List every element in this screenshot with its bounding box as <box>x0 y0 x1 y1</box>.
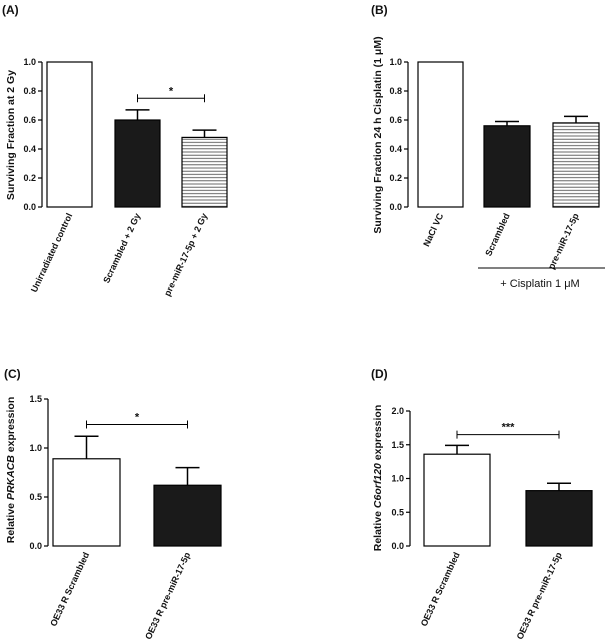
x-tick-label: OE33 R pre-miR-17-5p <box>143 550 192 641</box>
x-tick-label: OE33 R Scrambled <box>48 551 91 628</box>
bar <box>423 453 491 547</box>
y-tick-label: 0.8 <box>389 86 402 96</box>
y-tick-label: 0.4 <box>23 144 36 154</box>
y-tick-label: 0.6 <box>389 115 402 125</box>
x-tick-label: pre-miR-17-5p <box>546 211 581 271</box>
y-axis-title-part: Relative <box>5 500 17 543</box>
y-axis-title-part: expression <box>372 405 384 463</box>
y-axis-title-italic: PRKACB <box>5 455 17 500</box>
y-tick-label: 0.2 <box>23 173 36 183</box>
y-tick-label: 0.0 <box>23 202 36 212</box>
y-tick-label: 0.0 <box>391 541 404 551</box>
x-tick-label: NaCl VC <box>421 211 445 248</box>
bar <box>46 61 93 208</box>
y-axis-title-italic: C6orf120 <box>372 463 384 508</box>
bar <box>525 490 593 547</box>
significance-label: * <box>169 85 174 97</box>
y-tick-label: 1.5 <box>29 394 42 404</box>
y-tick-label: 1.0 <box>29 443 42 453</box>
significance-label: * <box>135 411 140 423</box>
y-tick-label: 1.0 <box>391 474 404 484</box>
y-tick-label: 0.0 <box>29 541 42 551</box>
x-tick-label: OE33 R Scrambled <box>419 551 462 628</box>
y-tick-label: 0.5 <box>391 507 404 517</box>
panel-label: (B) <box>371 3 388 17</box>
x-tick-label: Scrambled + 2 Gy <box>101 212 142 285</box>
y-axis-title: Relative PRKACB expression <box>5 397 17 544</box>
y-tick-label: 1.5 <box>391 440 404 450</box>
chart-panel-4: (D) Relative C6orf120 expression 0.0 0.5 1.0… <box>371 367 593 641</box>
y-tick-label: 0.4 <box>389 144 402 154</box>
bar <box>483 125 531 208</box>
y-tick-label: 0.2 <box>389 173 402 183</box>
y-axis-title: Surviving Fraction at 2 Gy <box>5 70 17 200</box>
y-tick-label: 2.0 <box>391 406 404 416</box>
x-tick-label: OE33 R pre-miR-17-5p <box>515 550 564 641</box>
y-tick-label: 0.6 <box>23 115 36 125</box>
chart-panel-3: (C) Relative PRKACB expression 0.0 0.5 1.0 1.… <box>4 367 222 641</box>
panel-label: (C) <box>4 367 21 381</box>
bar <box>52 458 121 547</box>
panel-label: (A) <box>2 3 19 17</box>
bar <box>181 136 228 208</box>
x-tick-label: Unirradiated control <box>29 212 74 294</box>
bar <box>153 484 222 547</box>
y-tick-label: 0.8 <box>23 86 36 96</box>
y-tick-label: 0.0 <box>389 202 402 212</box>
y-axis-title-part: Relative <box>372 508 384 551</box>
y-tick-label: 1.0 <box>23 57 36 67</box>
x-tick-label: Scrambled <box>483 212 512 258</box>
y-tick-label: 1.0 <box>389 57 402 67</box>
x-tick-label: pre-miR-17-5p + 2 Gy <box>162 212 209 298</box>
bar <box>114 119 161 208</box>
significance-label: *** <box>502 422 516 434</box>
y-axis-title: Relative C6orf120 expression <box>372 405 384 552</box>
y-tick-label: 0.5 <box>29 492 42 502</box>
panel-label: (D) <box>371 367 388 381</box>
bar <box>552 122 600 208</box>
chart-panel-1: (A) Surviving Fraction at 2 Gy 0.0 0.2 0.4 0.… <box>2 3 228 298</box>
y-axis-title-part: expression <box>5 397 17 455</box>
bar <box>417 61 464 208</box>
chart-panel-2: (B) Surviving Fraction 24 h Cisplatin (1 … <box>371 3 605 290</box>
group-annotation: + Cisplatin 1 μM <box>500 278 579 290</box>
y-axis-title: Surviving Fraction 24 h Cisplatin (1 μM) <box>372 36 384 233</box>
